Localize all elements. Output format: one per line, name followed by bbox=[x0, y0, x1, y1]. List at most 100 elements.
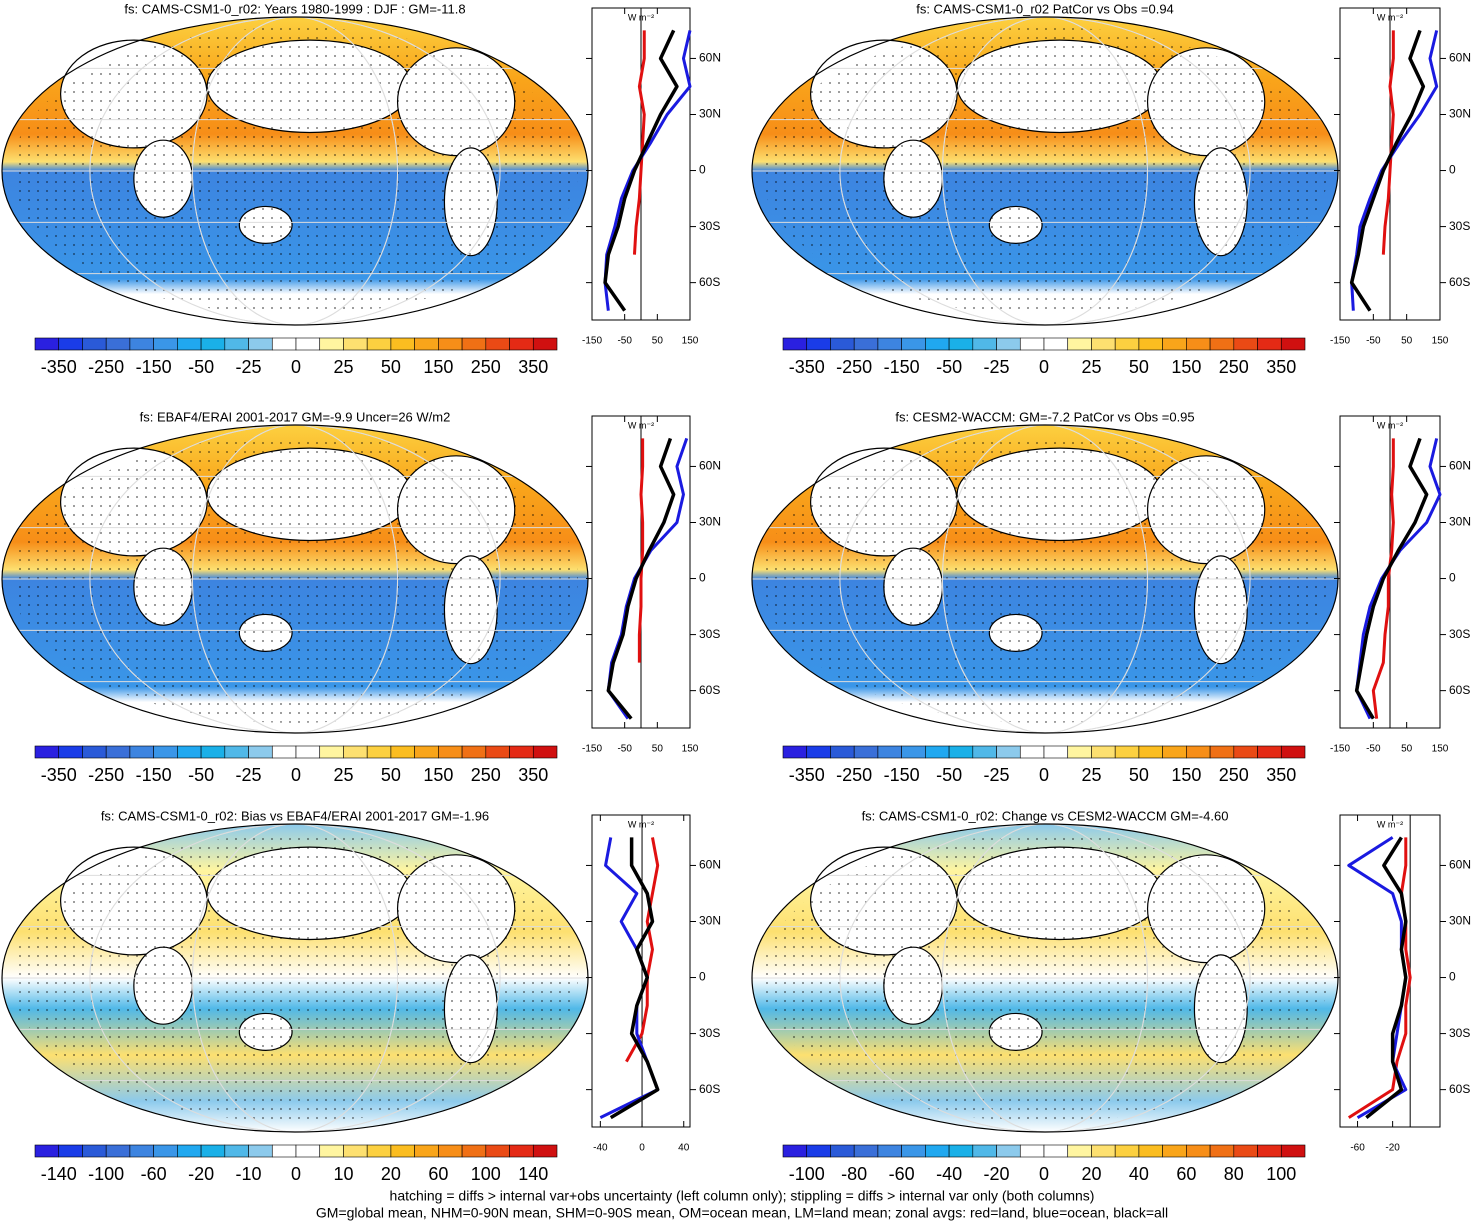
x-tick-label: 150 bbox=[1432, 336, 1449, 347]
units: W m⁻² bbox=[1377, 420, 1403, 430]
zonal-frame bbox=[591, 814, 691, 1128]
x-tick-label: -50 bbox=[617, 336, 632, 347]
colorbar-box bbox=[1186, 337, 1211, 351]
colorbar-box bbox=[972, 1144, 997, 1158]
map bbox=[751, 424, 1339, 734]
footer-line: GM=global mean, NHM=0-90N mean, SHM=0-90… bbox=[316, 1205, 1168, 1221]
colorbar-box bbox=[1091, 745, 1116, 759]
y-tick-label: 0 bbox=[1449, 970, 1456, 984]
colorbar-label: 0 bbox=[291, 1164, 301, 1184]
colorbar-box bbox=[414, 337, 439, 351]
colorbar-box bbox=[806, 1144, 831, 1158]
colorbar-label: -20 bbox=[188, 1164, 214, 1184]
colorbar-box bbox=[461, 745, 487, 759]
colorbar-box bbox=[925, 337, 950, 351]
y-tick-label: 0 bbox=[699, 163, 706, 177]
colorbar-box bbox=[414, 1144, 439, 1158]
colorbar-box bbox=[1067, 745, 1092, 759]
units: W m⁻² bbox=[1377, 12, 1403, 22]
y-tick-label: 60S bbox=[1449, 1082, 1470, 1096]
x-tick-label: -60 bbox=[1350, 1143, 1365, 1154]
colorbar-label: -50 bbox=[936, 765, 962, 785]
colorbar-label: -350 bbox=[41, 765, 77, 785]
colorbar-box bbox=[853, 1144, 879, 1158]
colorbar-label: 150 bbox=[423, 765, 453, 785]
colorbar-box bbox=[806, 745, 831, 759]
colorbar-box bbox=[129, 745, 154, 759]
colorbar-box bbox=[532, 745, 558, 759]
colorbar-box bbox=[1233, 1144, 1258, 1158]
x-tick-label: -150 bbox=[582, 336, 602, 347]
colorbar-box bbox=[1019, 337, 1045, 351]
colorbar-box bbox=[82, 1144, 107, 1158]
zonal-frame bbox=[1339, 814, 1441, 1128]
colorbar-label: -25 bbox=[984, 765, 1010, 785]
colorbar-box bbox=[129, 337, 154, 351]
y-tick-label: 60S bbox=[699, 275, 720, 289]
x-tick-label: -50 bbox=[617, 744, 632, 755]
colorbar-box bbox=[1043, 337, 1069, 351]
y-tick-label: 60S bbox=[1449, 683, 1470, 697]
colorbar-label: -60 bbox=[889, 1164, 915, 1184]
colorbar-box bbox=[532, 1144, 558, 1158]
x-tick-label: -150 bbox=[1330, 744, 1350, 755]
colorbar-box bbox=[58, 337, 83, 351]
colorbar-box bbox=[343, 1144, 368, 1158]
zonal-line bbox=[609, 837, 660, 1120]
y-tick-label: 60N bbox=[699, 459, 721, 473]
colorbar-box bbox=[877, 745, 902, 759]
zonal-line bbox=[1355, 438, 1442, 720]
colorbar-box bbox=[485, 337, 510, 351]
colorbar-box bbox=[1209, 745, 1235, 759]
colorbar-box bbox=[1043, 1144, 1069, 1158]
colorbar-label: -250 bbox=[88, 765, 124, 785]
colorbar-label: 350 bbox=[518, 765, 548, 785]
colorbar-box bbox=[366, 337, 392, 351]
zonal-line bbox=[599, 837, 660, 1120]
colorbar-label: -150 bbox=[884, 357, 920, 377]
colorbar-label: -350 bbox=[789, 357, 825, 377]
colorbar-box bbox=[200, 745, 226, 759]
x-tick-label: 50 bbox=[1401, 336, 1413, 347]
panel-title: fs: CAMS-CSM1-0_r02: Bias vs EBAF4/ERAI … bbox=[101, 808, 489, 823]
colorbar-label: 150 bbox=[423, 357, 453, 377]
x-tick-label: 150 bbox=[682, 744, 699, 755]
colorbar-box bbox=[996, 745, 1021, 759]
x-tick-label: -50 bbox=[1366, 744, 1381, 755]
colorbar-box bbox=[58, 745, 83, 759]
colorbar-label: -150 bbox=[884, 765, 920, 785]
y-tick-label: 60N bbox=[699, 858, 721, 872]
panel-title: fs: CESM2-WACCM: GM=-7.2 PatCor vs Obs =… bbox=[895, 409, 1194, 424]
colorbar-box bbox=[319, 745, 344, 759]
colorbar-label: -350 bbox=[41, 357, 77, 377]
colorbar-box bbox=[1067, 337, 1092, 351]
y-tick-label: 30N bbox=[699, 107, 721, 121]
colorbar-box bbox=[1209, 337, 1235, 351]
colorbar-box bbox=[438, 337, 463, 351]
colorbar-label: -100 bbox=[88, 1164, 124, 1184]
units: W m⁻² bbox=[628, 12, 654, 22]
panel-title: fs: CAMS-CSM1-0_r02 PatCor vs Obs =0.94 bbox=[916, 1, 1174, 16]
colorbar-box bbox=[1114, 1144, 1140, 1158]
colorbar-box bbox=[461, 337, 487, 351]
colorbar-box bbox=[901, 1144, 926, 1158]
colorbar-box bbox=[1138, 337, 1163, 351]
colorbar-box bbox=[248, 337, 273, 351]
colorbar-label: -250 bbox=[88, 357, 124, 377]
colorbar-box bbox=[248, 1144, 273, 1158]
zonal-line bbox=[1371, 438, 1395, 719]
colorbar-label: 80 bbox=[1224, 1164, 1244, 1184]
panel-title: fs: CAMS-CSM1-0_r02: Change vs CESM2-WAC… bbox=[862, 808, 1229, 823]
map bbox=[1, 823, 589, 1133]
colorbar-box bbox=[972, 337, 997, 351]
colorbar-box bbox=[925, 745, 950, 759]
colorbar-box bbox=[414, 745, 439, 759]
colorbar-box bbox=[877, 1144, 902, 1158]
colorbar-box bbox=[224, 1144, 249, 1158]
colorbar-box bbox=[34, 1144, 60, 1158]
colorbar-box bbox=[200, 337, 226, 351]
colorbar-box bbox=[1257, 1144, 1282, 1158]
y-tick-label: 30S bbox=[1449, 219, 1470, 233]
colorbar-label: 350 bbox=[1266, 357, 1296, 377]
